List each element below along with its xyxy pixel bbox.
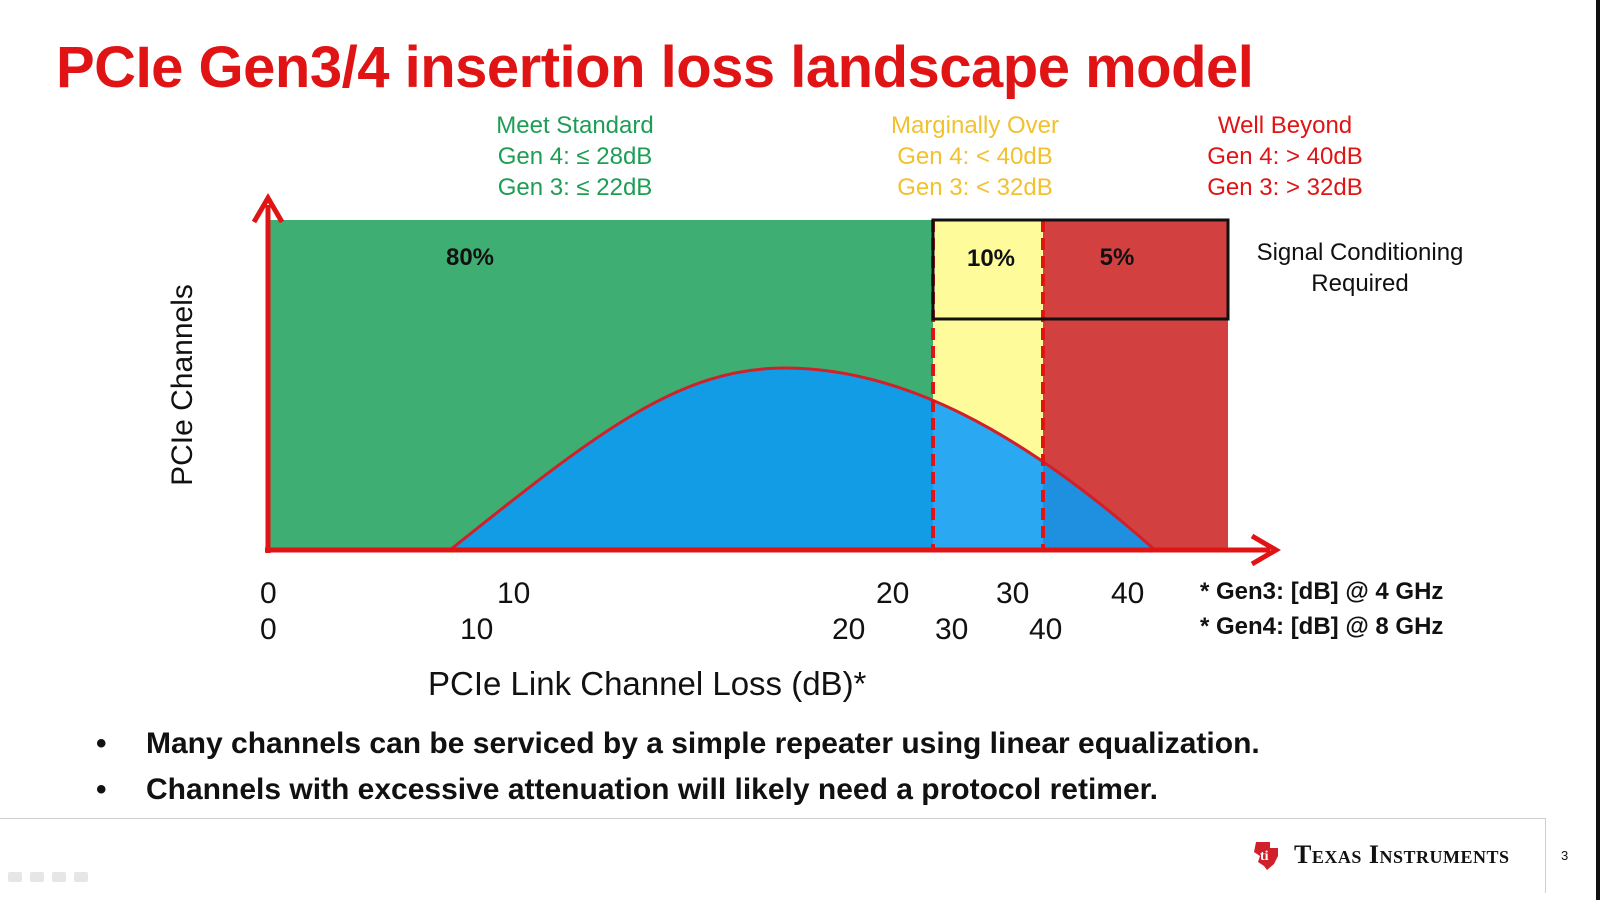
gen4-tick-label: 40: [1029, 613, 1063, 646]
signal-conditioning-box: [931, 218, 1230, 321]
nav-menu-icon[interactable]: [52, 872, 66, 882]
category-name: Meet Standard: [496, 112, 654, 139]
slide-footer: [0, 818, 1546, 893]
category-name: Well Beyond: [1217, 112, 1353, 139]
bullet-dot-icon: •: [96, 773, 107, 806]
category-header-well-beyond: Well Beyond Gen 4: > 40dB Gen 3: > 32dB: [1170, 110, 1400, 203]
category-header-meet-standard: Meet Standard Gen 4: ≤ 28dB Gen 3: ≤ 22d…: [470, 110, 680, 203]
bullet-item: • Many channels can be serviced by a simp…: [96, 727, 1260, 761]
gen3-tick-label: 20: [876, 577, 910, 610]
slide-title: PCIe Gen3/4 insertion loss landscape mod…: [56, 35, 1254, 100]
signal-conditioning-line2: Required: [1311, 270, 1409, 297]
gen3-tick-label: 10: [497, 577, 531, 610]
gen3-axis-note: * Gen3: [dB] @ 4 GHz: [1200, 578, 1444, 605]
x-axis-arrow-icon: [1250, 533, 1281, 567]
bullet-item: • Channels with excessive attenuation wil…: [96, 773, 1158, 807]
gen4-tick-label: 20: [832, 613, 866, 646]
bullet-dot-icon: •: [96, 727, 107, 760]
category-gen4: Gen 4: > 40dB: [1207, 143, 1363, 170]
category-header-marginally-over: Marginally Over Gen 4: < 40dB Gen 3: < 3…: [860, 110, 1090, 203]
gen4-tick-label: 0: [260, 613, 277, 646]
slide-nav-controls[interactable]: [8, 872, 88, 882]
category-name: Marginally Over: [890, 112, 1060, 139]
gen4-tick-label: 10: [460, 613, 494, 646]
svg-text:ti: ti: [1260, 849, 1269, 864]
y-axis-label: PCIe Channels: [166, 284, 199, 486]
gen3-tick-label: 30: [996, 577, 1030, 610]
nav-pen-icon[interactable]: [30, 872, 44, 882]
category-gen3: Gen 3: < 32dB: [897, 174, 1053, 201]
category-gen3: Gen 3: > 32dB: [1207, 174, 1363, 201]
share-label-well-beyond: 5%: [1100, 244, 1135, 271]
signal-conditioning-label: Signal Conditioning Required: [1235, 237, 1485, 299]
x-axis-label: PCIe Link Channel Loss (dB)*: [428, 665, 867, 702]
bullet-text: Channels with excessive attenuation will…: [146, 773, 1158, 806]
bullet-text: Many channels can be serviced by a simpl…: [146, 727, 1260, 760]
page-number: 3: [1561, 848, 1569, 863]
share-label-meet-standard: 80%: [446, 244, 494, 271]
brand-name: Texas Instruments: [1294, 840, 1510, 869]
ti-logo: ti Texas Instruments: [1250, 838, 1510, 872]
gen3-tick-label: 40: [1111, 577, 1145, 610]
category-gen3: Gen 3: ≤ 22dB: [497, 174, 653, 201]
share-label-marginally-over: 10%: [967, 245, 1015, 272]
curve-outline: [449, 366, 1156, 552]
y-axis-arrow-icon: [251, 193, 285, 224]
nav-forward-icon[interactable]: [74, 872, 88, 882]
gen3-tick-label: 0: [260, 577, 277, 610]
gen4-tick-label: 30: [935, 613, 969, 646]
signal-conditioning-line1: Signal Conditioning: [1256, 239, 1464, 266]
gen4-axis-note: * Gen4: [dB] @ 8 GHz: [1200, 613, 1444, 640]
nav-back-icon[interactable]: [8, 872, 22, 882]
ti-state-icon: ti: [1254, 842, 1278, 870]
category-gen4: Gen 4: ≤ 28dB: [497, 143, 653, 170]
category-gen4: Gen 4: < 40dB: [897, 143, 1053, 170]
